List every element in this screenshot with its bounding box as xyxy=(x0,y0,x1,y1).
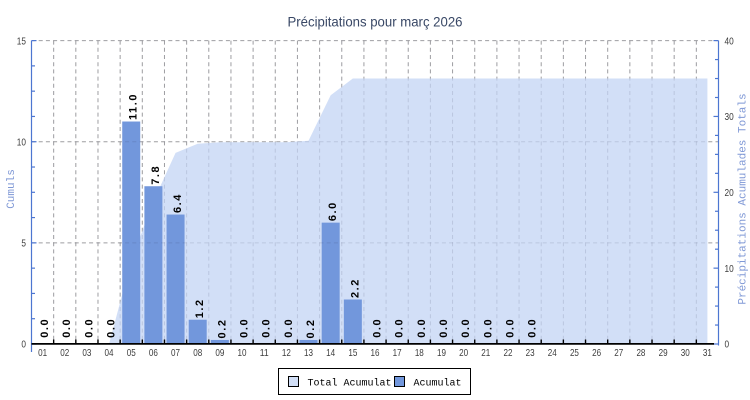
svg-text:2.2: 2.2 xyxy=(349,278,361,298)
svg-text:0.0: 0.0 xyxy=(482,318,494,338)
svg-text:01: 01 xyxy=(38,347,47,359)
svg-text:30: 30 xyxy=(725,111,734,123)
svg-text:14: 14 xyxy=(326,347,335,359)
svg-text:11.0: 11.0 xyxy=(128,93,140,120)
svg-text:23: 23 xyxy=(526,347,535,359)
svg-text:04: 04 xyxy=(105,347,114,359)
svg-text:0.2: 0.2 xyxy=(216,318,228,338)
svg-text:0.0: 0.0 xyxy=(239,318,251,338)
svg-text:0.0: 0.0 xyxy=(61,318,73,338)
svg-text:0.0: 0.0 xyxy=(283,318,295,338)
svg-text:1.2: 1.2 xyxy=(194,298,206,318)
svg-text:10: 10 xyxy=(17,136,26,148)
svg-text:15: 15 xyxy=(17,35,26,47)
svg-text:7.8: 7.8 xyxy=(150,165,162,185)
svg-text:28: 28 xyxy=(636,347,645,359)
svg-text:05: 05 xyxy=(127,347,136,359)
svg-text:30: 30 xyxy=(681,347,690,359)
svg-text:0.0: 0.0 xyxy=(394,318,406,338)
svg-text:12: 12 xyxy=(282,347,291,359)
svg-text:24: 24 xyxy=(548,347,557,359)
svg-text:0.0: 0.0 xyxy=(39,318,51,338)
svg-text:15: 15 xyxy=(348,347,357,359)
svg-text:6.0: 6.0 xyxy=(327,201,339,221)
svg-text:0.0: 0.0 xyxy=(438,318,450,338)
svg-text:Total Acumulat: Total Acumulat xyxy=(308,378,392,390)
svg-text:29: 29 xyxy=(659,347,668,359)
svg-text:11: 11 xyxy=(260,347,269,359)
svg-text:22: 22 xyxy=(503,347,512,359)
svg-text:40: 40 xyxy=(725,35,734,47)
svg-text:17: 17 xyxy=(393,347,402,359)
svg-text:10: 10 xyxy=(725,263,734,275)
svg-text:02: 02 xyxy=(60,347,69,359)
svg-text:5: 5 xyxy=(21,238,26,250)
svg-text:03: 03 xyxy=(82,347,91,359)
svg-text:0.0: 0.0 xyxy=(106,318,118,338)
svg-text:10: 10 xyxy=(238,347,247,359)
svg-text:25: 25 xyxy=(570,347,579,359)
svg-text:20: 20 xyxy=(725,187,734,199)
svg-text:18: 18 xyxy=(415,347,424,359)
svg-text:16: 16 xyxy=(371,347,380,359)
svg-text:0.0: 0.0 xyxy=(372,318,384,338)
svg-text:6.4: 6.4 xyxy=(172,193,184,213)
svg-text:06: 06 xyxy=(149,347,158,359)
svg-text:13: 13 xyxy=(304,347,313,359)
svg-text:26: 26 xyxy=(592,347,601,359)
svg-text:31: 31 xyxy=(703,347,712,359)
svg-text:0.0: 0.0 xyxy=(460,318,472,338)
svg-text:19: 19 xyxy=(437,347,446,359)
svg-text:0.0: 0.0 xyxy=(83,318,95,338)
svg-text:0: 0 xyxy=(21,339,26,351)
svg-text:0: 0 xyxy=(725,339,730,351)
svg-text:0.0: 0.0 xyxy=(504,318,516,338)
svg-text:08: 08 xyxy=(193,347,202,359)
svg-text:0.0: 0.0 xyxy=(416,318,428,338)
svg-text:09: 09 xyxy=(215,347,224,359)
svg-text:Précipitations pour març 2026: Précipitations pour març 2026 xyxy=(288,13,463,29)
svg-text:0.0: 0.0 xyxy=(261,318,273,338)
svg-text:0.2: 0.2 xyxy=(305,318,317,338)
svg-text:Acumulat: Acumulat xyxy=(414,378,462,390)
svg-text:Précipitations Acumulades Tota: Précipitations Acumulades Totals xyxy=(737,93,749,304)
svg-text:21: 21 xyxy=(481,347,490,359)
svg-text:Cumuls: Cumuls xyxy=(6,169,18,209)
svg-text:20: 20 xyxy=(459,347,468,359)
svg-text:27: 27 xyxy=(614,347,623,359)
svg-text:07: 07 xyxy=(171,347,180,359)
svg-text:0.0: 0.0 xyxy=(527,318,539,338)
